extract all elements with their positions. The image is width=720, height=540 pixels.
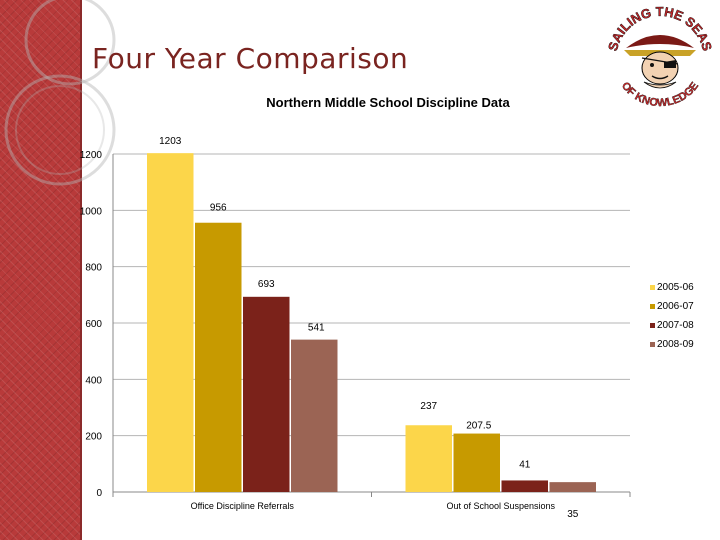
- chart-title: Northern Middle School Discipline Data: [266, 95, 510, 110]
- legend-label: 2005-06: [657, 282, 694, 293]
- x-category-label: Office Discipline Referrals: [191, 501, 295, 511]
- legend-label: 2007-08: [657, 320, 694, 331]
- bar-2006-07-1: [453, 433, 500, 492]
- y-tick-label: 200: [85, 432, 102, 443]
- side-decoration-rule: [80, 0, 82, 540]
- decorative-rings: [4, 0, 116, 186]
- side-decoration-band: [0, 0, 80, 540]
- bar-2005-06-0: [147, 153, 194, 492]
- legend-swatch: [650, 342, 655, 347]
- legend-label: 2006-07: [657, 301, 694, 312]
- data-label: 237: [420, 401, 437, 412]
- data-label: 207.5: [466, 421, 491, 432]
- bar-2007-08-1: [501, 480, 548, 492]
- data-label: 35: [567, 509, 579, 520]
- pirate-icon: [624, 35, 696, 89]
- y-tick-label: 800: [85, 263, 102, 274]
- data-label: 41: [519, 459, 531, 470]
- y-tick-label: 600: [85, 319, 102, 330]
- bar-2007-08-0: [243, 296, 290, 492]
- legend-swatch: [650, 285, 655, 290]
- data-label: 541: [308, 323, 325, 334]
- slide-title: Four Year Comparison: [92, 42, 409, 75]
- x-category-label: Out of School Suspensions: [446, 501, 555, 511]
- data-label: 693: [258, 279, 275, 290]
- bar-2006-07-0: [195, 222, 242, 492]
- bar-2005-06-1: [405, 425, 452, 492]
- data-label: 1203: [159, 136, 182, 147]
- legend-swatch: [650, 304, 655, 309]
- data-label: 956: [210, 203, 227, 214]
- legend-swatch: [650, 323, 655, 328]
- data-labels: 1203 956 693 541 237 207.5 41 35: [159, 136, 579, 520]
- y-tick-label: 400: [85, 375, 102, 386]
- bar-2008-09-0: [291, 339, 338, 492]
- y-tick-label: 1000: [80, 206, 103, 217]
- y-tick-label: 1200: [80, 150, 103, 161]
- bar-2008-09-1: [549, 482, 596, 492]
- legend-label: 2008-09: [657, 339, 694, 350]
- legend: 2005-06 2006-07 2007-08 2008-09: [650, 282, 694, 350]
- school-logo: SAILING THE SEAS OF KNOWLEDGE: [605, 4, 715, 110]
- y-tick-label: 0: [96, 488, 102, 499]
- bars: [147, 153, 596, 492]
